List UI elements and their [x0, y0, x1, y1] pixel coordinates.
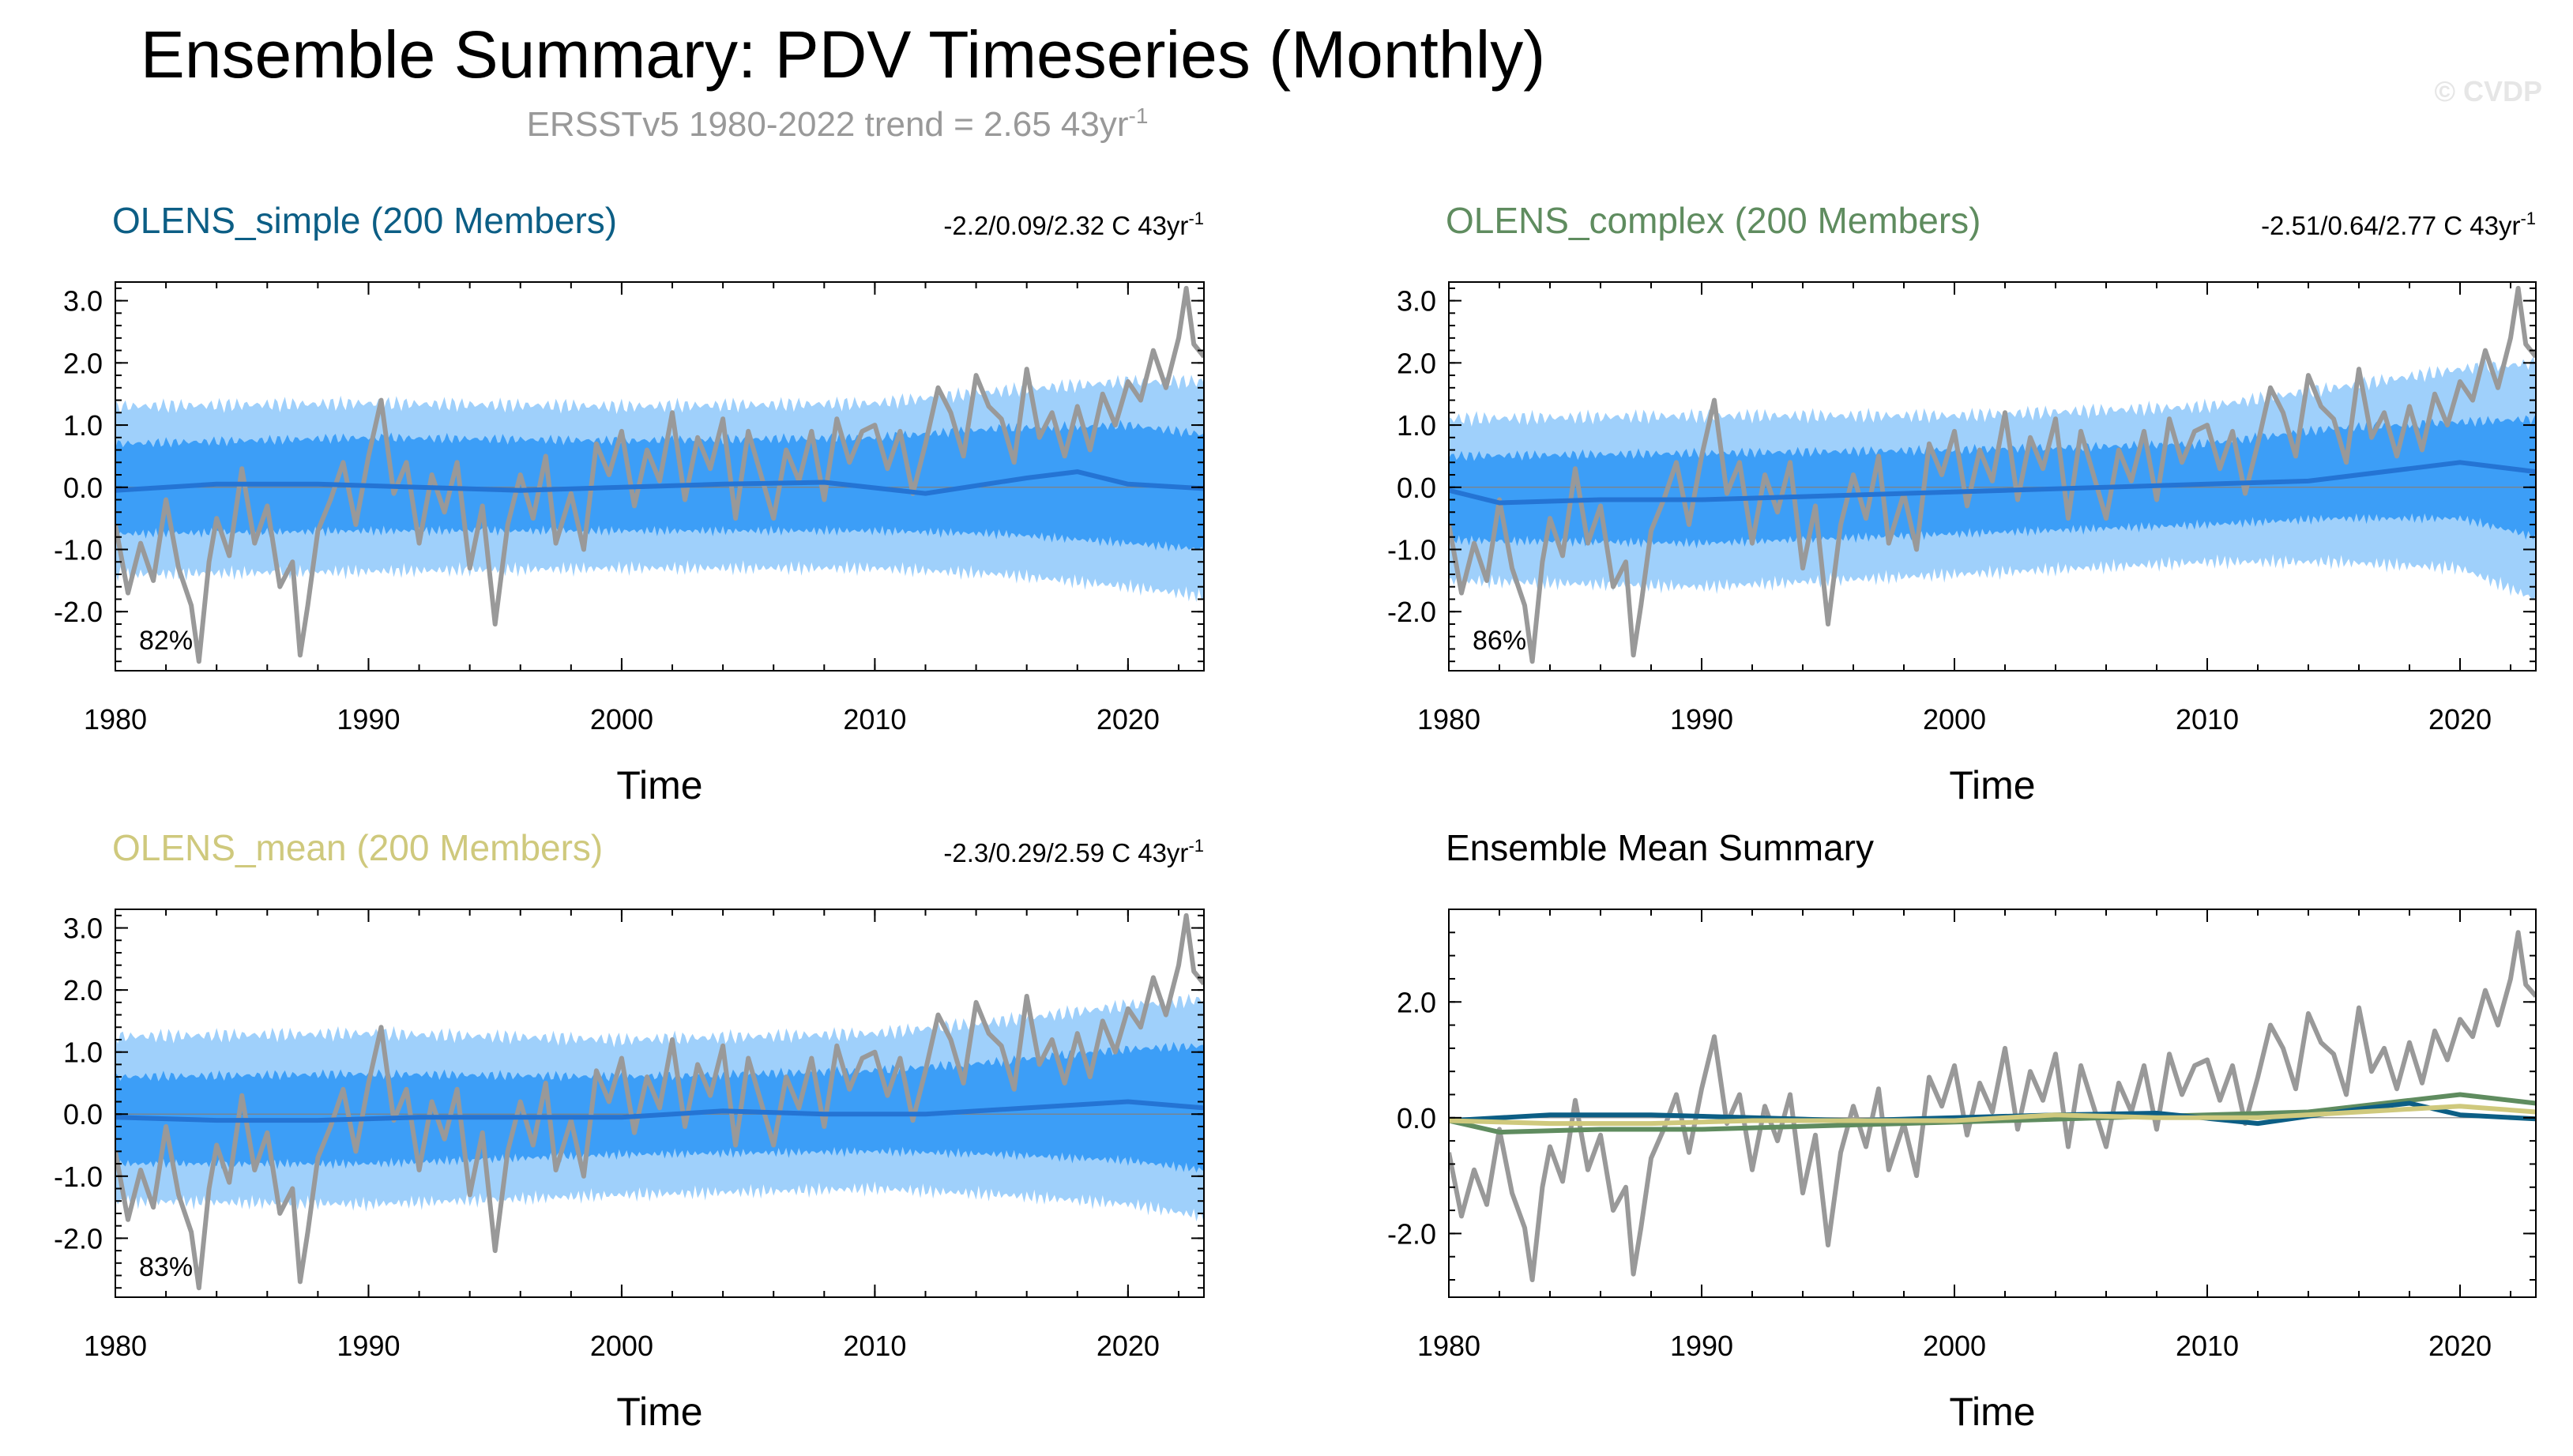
x-tick-label: 1980 — [1417, 703, 1480, 736]
y-tick-label: -2.0 — [1387, 1217, 1436, 1250]
x-tick-label: 2010 — [2176, 703, 2239, 736]
x-tick-label: 1990 — [337, 1330, 400, 1362]
plot-area — [1449, 285, 2536, 664]
series-line-ersstv5 — [115, 285, 1204, 664]
panel-title: OLENS_mean (200 Members) — [112, 827, 603, 868]
y-tick-label: 2.0 — [1397, 986, 1436, 1018]
plot-frame — [115, 281, 1205, 672]
plot-frame — [1448, 281, 2537, 672]
panel-grid: OLENS_simple (200 Members) -2.2/0.09/2.32… — [54, 200, 2537, 1434]
stat-sup: -1 — [1188, 209, 1204, 228]
subtitle-sup: -1 — [1129, 103, 1149, 128]
x-tick-label: 1980 — [1417, 1330, 1480, 1362]
percent-label: 86% — [1473, 626, 1526, 656]
y-tick-label: 0.0 — [1397, 1102, 1436, 1134]
stat-sup: -1 — [2520, 209, 2536, 228]
panel-stat: -2.3/0.29/2.59 C 43yr-1 — [943, 836, 1204, 867]
y-tick-label: 0.0 — [63, 472, 103, 504]
plot-area — [1449, 930, 2536, 1282]
series-line-ersstv5 — [115, 912, 1204, 1291]
x-axis-label: Time — [616, 763, 702, 807]
x-tick-label: 1990 — [337, 703, 400, 736]
y-tick-label: -1.0 — [54, 1161, 103, 1193]
plot-frame — [115, 909, 1205, 1298]
y-tick-label: 2.0 — [63, 974, 103, 1006]
percent-label: 83% — [139, 1252, 193, 1282]
series-line-ersstv5 — [1449, 285, 2536, 664]
y-tick-label: 3.0 — [63, 285, 103, 318]
series-line-olens-mean — [1449, 1104, 2536, 1127]
figure-title: Ensemble Summary: PDV Timeseries (Monthl… — [141, 17, 1545, 92]
figure-subtitle: ERSSTv5 1980-2022 trend = 2.65 43yr-1 — [527, 103, 1149, 144]
y-tick-label: -1.0 — [1387, 533, 1436, 566]
y-tick-label: 3.0 — [1397, 285, 1436, 318]
y-tick-label: -2.0 — [1387, 596, 1436, 628]
series-line-ensemble-mean — [115, 469, 1204, 496]
y-tick-label: -1.0 — [54, 533, 103, 566]
series-line-olens-complex — [1449, 1092, 2536, 1135]
x-tick-label: 2010 — [843, 703, 906, 736]
series-line-ensemble-mean — [1449, 460, 2536, 506]
x-axis-label: Time — [1949, 763, 2035, 807]
x-tick-label: 1980 — [84, 703, 147, 736]
x-tick-label: 2000 — [590, 703, 653, 736]
plot-area — [115, 912, 1204, 1291]
y-tick-label: 2.0 — [1397, 347, 1436, 379]
percent-label: 82% — [139, 626, 193, 656]
panel-stat: -2.2/0.09/2.32 C 43yr-1 — [943, 209, 1204, 240]
series-line-ensemble-mean — [115, 1099, 1204, 1123]
panel-2: OLENS_complex (200 Members) -2.51/0.64/2.… — [1387, 200, 2537, 807]
x-tick-label: 2020 — [1097, 703, 1160, 736]
y-tick-label: 0.0 — [63, 1098, 103, 1131]
panel-title: OLENS_complex (200 Members) — [1446, 200, 1981, 241]
x-axis-label: Time — [616, 1390, 702, 1434]
panel-3: OLENS_mean (200 Members) -2.3/0.29/2.59 C… — [54, 827, 1205, 1434]
x-tick-label: 2020 — [2428, 1330, 2492, 1362]
panel-4: Ensemble Mean Summary 2.0 0.0 -2.0 1980 1990 2… — [1387, 827, 2537, 1434]
series-line-ersstv5 — [1449, 930, 2536, 1282]
y-tick-label: 0.0 — [1397, 472, 1436, 504]
x-tick-label: 1980 — [84, 1330, 147, 1362]
panel-stat: -2.51/0.64/2.77 C 43yr-1 — [2261, 209, 2536, 240]
y-tick-label: 2.0 — [63, 347, 103, 379]
y-tick-label: -2.0 — [54, 596, 103, 628]
panel-1: OLENS_simple (200 Members) -2.2/0.09/2.32… — [54, 200, 1205, 807]
stat-text: -2.3/0.29/2.59 C 43yr — [943, 838, 1188, 867]
x-tick-label: 1990 — [1670, 703, 1733, 736]
x-tick-label: 2010 — [843, 1330, 906, 1362]
x-tick-label: 2020 — [1097, 1330, 1160, 1362]
panel-title: Ensemble Mean Summary — [1446, 827, 1874, 868]
plot-area — [115, 285, 1204, 664]
stat-text: -2.2/0.09/2.32 C 43yr — [943, 211, 1188, 240]
x-tick-label: 1990 — [1670, 1330, 1733, 1362]
x-tick-label: 2010 — [2176, 1330, 2239, 1362]
subtitle-text: ERSSTv5 1980-2022 trend = 2.65 43yr — [527, 105, 1129, 144]
stat-text: -2.51/0.64/2.77 C 43yr — [2261, 211, 2520, 240]
x-tick-label: 2020 — [2428, 703, 2492, 736]
y-tick-label: -2.0 — [54, 1222, 103, 1255]
stat-sup: -1 — [1188, 836, 1204, 856]
plot-frame — [1448, 909, 2537, 1298]
y-tick-label: 1.0 — [63, 1037, 103, 1069]
x-tick-label: 2000 — [590, 1330, 653, 1362]
x-axis-label: Time — [1949, 1390, 2035, 1434]
x-tick-label: 2000 — [1923, 1330, 1986, 1362]
x-tick-label: 2000 — [1923, 703, 1986, 736]
y-tick-label: 3.0 — [63, 912, 103, 945]
y-tick-label: 1.0 — [1397, 409, 1436, 442]
y-tick-label: 1.0 — [63, 409, 103, 442]
watermark: © CVDP — [2434, 75, 2542, 107]
panel-title: OLENS_simple (200 Members) — [112, 200, 617, 241]
